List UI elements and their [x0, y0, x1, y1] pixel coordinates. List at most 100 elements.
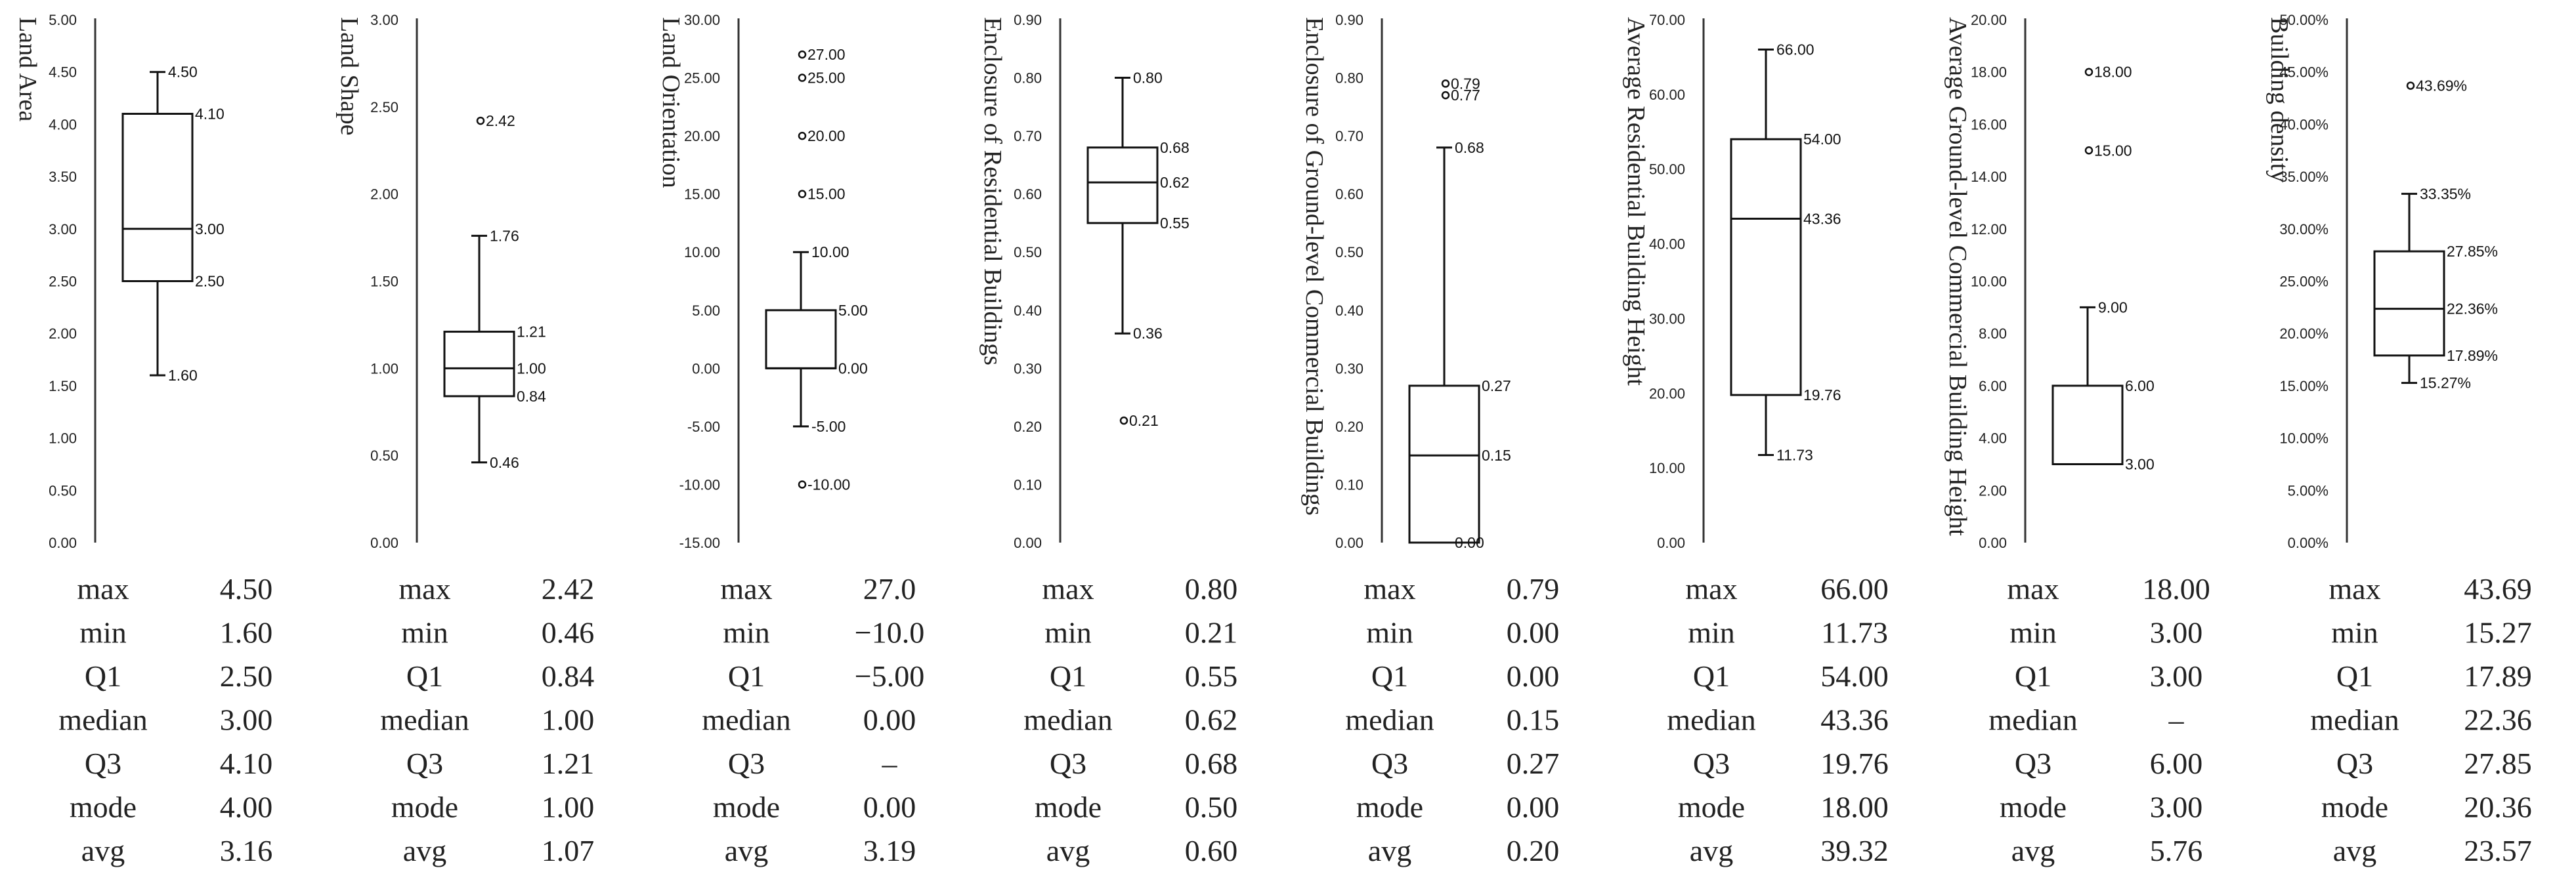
panel-title: Enclosure of Residential Buildings: [979, 17, 1006, 365]
y-tick-label: 70.00: [1649, 12, 1685, 28]
outlier-label: 27.00: [807, 46, 846, 63]
y-tick-label: 3.00: [370, 12, 398, 28]
stat-label: mode: [2321, 791, 2388, 824]
stat-label: Q3: [85, 747, 121, 780]
stat-label: Q1: [1050, 659, 1086, 693]
y-tick-label: 0.50: [49, 482, 77, 499]
stat-value: 2.50: [220, 659, 273, 693]
y-tick-label: 2.00: [49, 325, 77, 342]
y-tick-label: 0.00: [1014, 535, 1042, 551]
stat-label: min: [2331, 616, 2378, 650]
stat-label: Q3: [406, 747, 443, 780]
data-label-whisker-low: 0.46: [490, 454, 519, 471]
outlier-point: [2406, 81, 2415, 90]
y-tick-label: 0.40: [1014, 302, 1042, 319]
stat-value: 20.36: [2464, 791, 2532, 824]
stat-label: mode: [1356, 791, 1423, 824]
iqr-box: [443, 331, 515, 398]
stat-label: Q1: [1371, 659, 1408, 693]
stat-value: 4.50: [220, 572, 273, 606]
stat-label: median: [1667, 703, 1755, 737]
y-tick-label: 35.00%: [2279, 169, 2329, 185]
data-label-median: 1.00: [517, 360, 546, 377]
y-tick-label: 0.90: [1335, 12, 1363, 28]
panel-title: Enclosure of Ground-level Commercial Bui…: [1300, 17, 1328, 516]
data-label-q1: 0.55: [1160, 215, 1190, 232]
stat-value: 2.42: [542, 572, 595, 606]
panel-title: Average Residential Building Height: [1622, 17, 1650, 386]
stat-label: mode: [713, 791, 780, 824]
y-tick-label: 0.50: [1014, 244, 1042, 260]
y-tick-label: 40.00: [1649, 236, 1685, 253]
iqr-box: [2373, 250, 2445, 357]
stat-label: mode: [1678, 791, 1745, 824]
stat-value: 3.00: [2150, 659, 2203, 693]
data-label-whisker-high: 0.68: [1455, 139, 1484, 156]
y-tick-label: 1.50: [370, 274, 398, 290]
outlier-label: 0.21: [1129, 412, 1159, 429]
stat-label: median: [1988, 703, 2077, 737]
stat-label: min: [1688, 616, 1735, 650]
y-tick-label: 0.70: [1014, 128, 1042, 144]
y-tick-label: 0.10: [1335, 476, 1363, 493]
data-label-median: 0.62: [1160, 174, 1190, 191]
stat-label: Q3: [1371, 747, 1408, 780]
iqr-box: [121, 112, 194, 282]
stat-value: 1.21: [542, 747, 595, 780]
y-tick-label: 10.00: [684, 244, 720, 260]
outlier-label: 25.00: [807, 70, 846, 87]
y-tick-label: 0.00: [1657, 535, 1685, 551]
y-tick-label: 1.00: [370, 360, 398, 377]
data-label-whisker-low: 1.60: [168, 367, 198, 384]
stat-value: 0.68: [1185, 747, 1238, 780]
y-tick-label: 12.00: [1971, 221, 2007, 238]
y-tick-label: 25.00: [684, 70, 720, 87]
y-tick-label: 0.50: [370, 447, 398, 464]
stat-label: Q3: [2015, 747, 2051, 780]
stat-value: 3.19: [863, 834, 916, 867]
outlier-label: 15.00: [2094, 142, 2132, 159]
stat-label: avg: [1046, 834, 1090, 867]
data-label-q1: 0.00: [838, 360, 868, 377]
data-label-whisker-low: 11.73: [1776, 446, 1813, 463]
outlier-label: 20.00: [807, 127, 846, 144]
stat-label: avg: [1368, 834, 1411, 867]
stat-value: −10.0: [855, 616, 924, 650]
data-label-whisker-low: 0.00: [1455, 534, 1484, 551]
stat-value: 0.00: [1507, 616, 1560, 650]
y-tick-label: -5.00: [687, 419, 720, 435]
y-tick-label: 4.00: [1979, 430, 2007, 447]
stat-label: median: [1023, 703, 1112, 737]
stat-value: 0.62: [1185, 703, 1238, 737]
data-label-median: 43.36: [1803, 210, 1841, 227]
stat-label: max: [2007, 572, 2059, 606]
y-tick-label: 0.50: [1335, 244, 1363, 260]
y-tick-label: 15.00%: [2279, 378, 2329, 394]
panel-title: Building density: [2265, 17, 2293, 182]
stat-label: avg: [2011, 834, 2055, 867]
stat-label: max: [77, 572, 129, 606]
stat-value: 0.27: [1507, 747, 1560, 780]
data-label-q1: 3.00: [2125, 455, 2155, 472]
stat-label: avg: [2333, 834, 2376, 867]
stat-label: min: [1044, 616, 1092, 650]
y-tick-label: 10.00: [1649, 460, 1685, 476]
y-tick-label: 2.50: [370, 99, 398, 115]
stat-value: 0.00: [1507, 791, 1560, 824]
stat-label: mode: [70, 791, 137, 824]
data-label-q1: 2.50: [195, 273, 225, 290]
stat-label: Q3: [728, 747, 765, 780]
outlier-point: [798, 131, 807, 140]
stat-value: 0.00: [1507, 659, 1560, 693]
stat-value: 54.00: [1820, 659, 1889, 693]
stat-value: 4.00: [220, 791, 273, 824]
outlier-point: [2084, 68, 2093, 76]
stat-value: 17.89: [2464, 659, 2532, 693]
y-tick-label: 0.80: [1014, 70, 1042, 87]
y-tick-label: 30.00: [684, 12, 720, 28]
data-label-median: 0.15: [1482, 447, 1511, 464]
outlier-label: 0.77: [1451, 87, 1480, 104]
stat-label: Q1: [2336, 659, 2373, 693]
panel-title: Average Ground-level Commercial Building…: [1944, 17, 1971, 536]
y-tick-label: 10.00%: [2279, 430, 2329, 447]
